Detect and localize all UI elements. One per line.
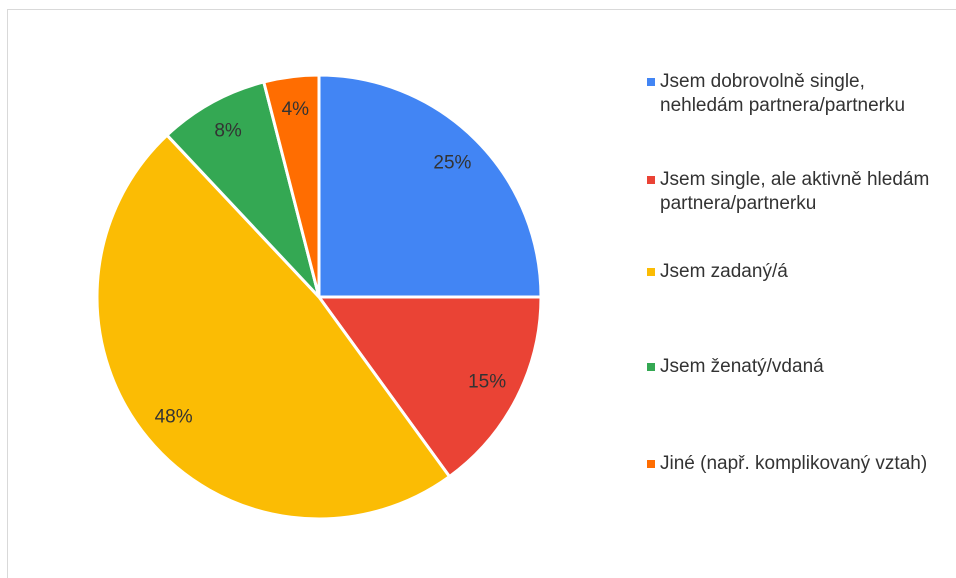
pie-slice <box>316 295 543 479</box>
pie-slice <box>317 73 543 299</box>
data-label: 4% <box>282 99 310 120</box>
legend-label: Jsem zadaný/á <box>660 261 788 282</box>
legend-label: Jiné (např. komplikovaný vztah) <box>660 453 928 474</box>
legend-label: Jsem ženatý/vdaná <box>660 356 824 377</box>
data-label: 25% <box>433 153 471 174</box>
legend-item: Jsem dobrovolně single, nehledám partner… <box>647 70 952 118</box>
legend-swatch <box>647 176 655 184</box>
legend-item: Jsem zadaný/á <box>647 260 952 284</box>
pie-slice <box>164 80 321 299</box>
legend-swatch <box>647 78 655 86</box>
legend-item: Jiné (např. komplikovaný vztah) <box>647 452 952 476</box>
legend-swatch <box>647 268 655 276</box>
frame <box>7 9 956 578</box>
data-label: 48% <box>155 406 193 427</box>
data-label: 8% <box>214 121 242 142</box>
legend-item: Jsem ženatý/vdaná <box>647 355 952 379</box>
pie-slice <box>261 73 321 298</box>
pie-slice <box>95 133 452 521</box>
data-label: 15% <box>468 372 506 393</box>
legend-swatch <box>647 460 655 468</box>
legend-swatch <box>647 363 655 371</box>
legend-item: Jsem single, ale aktivně hledám partnera… <box>647 168 952 216</box>
legend-label: Jsem dobrovolně single, nehledám partner… <box>660 71 906 116</box>
legend-label: Jsem single, ale aktivně hledám partnera… <box>660 169 930 214</box>
